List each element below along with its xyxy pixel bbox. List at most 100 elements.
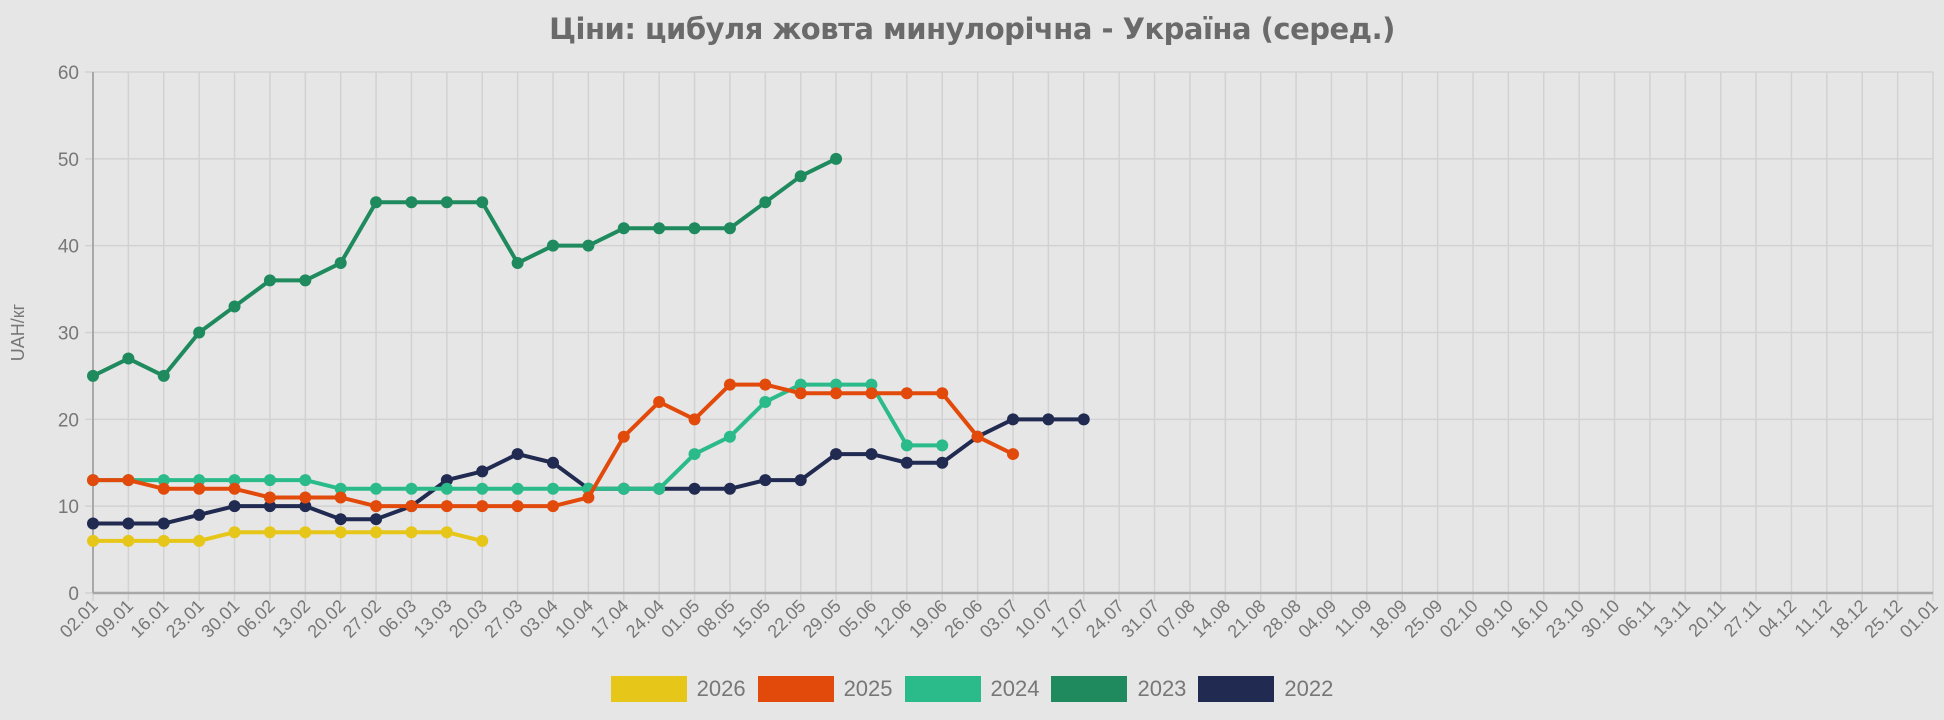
data-point[interactable] [370,500,383,513]
data-point[interactable] [688,222,701,235]
data-point[interactable] [193,534,206,547]
data-point[interactable] [370,513,383,526]
data-point[interactable] [87,517,99,530]
data-point[interactable] [511,448,524,461]
data-point[interactable] [122,517,135,530]
data-point[interactable] [617,430,630,443]
data-point[interactable] [794,170,807,183]
data-point[interactable] [228,482,241,495]
data-point[interactable] [1077,413,1090,426]
data-point[interactable] [759,378,772,391]
data-point[interactable] [547,239,559,252]
data-point[interactable] [688,413,701,426]
data-point[interactable] [193,474,206,487]
data-point[interactable] [723,482,736,495]
data-point[interactable] [263,526,276,539]
data-point[interactable] [405,482,418,495]
data-point[interactable] [582,491,595,504]
data-point[interactable] [476,196,489,209]
data-point[interactable] [653,395,666,408]
data-point[interactable] [794,378,807,391]
data-point[interactable] [865,378,878,391]
data-point[interactable] [759,395,772,408]
data-point[interactable] [334,513,347,526]
data-point[interactable] [547,456,559,469]
data-point[interactable] [263,274,276,287]
data-point[interactable] [830,378,843,391]
data-point[interactable] [723,430,736,443]
data-point[interactable] [476,500,489,513]
data-point[interactable] [299,526,312,539]
data-point[interactable] [830,387,843,400]
data-point[interactable] [900,456,913,469]
data-point[interactable] [440,196,453,209]
data-point[interactable] [405,196,418,209]
data-point[interactable] [688,482,701,495]
data-point[interactable] [87,534,99,547]
legend-item-2022[interactable]: 2022 [1198,676,1333,702]
legend-item-2023[interactable]: 2023 [1051,676,1186,702]
data-point[interactable] [228,474,241,487]
data-point[interactable] [865,448,878,461]
legend-item-2024[interactable]: 2024 [904,676,1039,702]
data-point[interactable] [157,482,170,495]
data-point[interactable] [299,500,312,513]
data-point[interactable] [936,387,949,400]
data-point[interactable] [476,465,489,478]
data-point[interactable] [830,152,843,165]
data-point[interactable] [617,482,630,495]
data-point[interactable] [547,482,559,495]
data-point[interactable] [405,500,418,513]
data-point[interactable] [228,526,241,539]
data-point[interactable] [723,378,736,391]
data-point[interactable] [582,239,595,252]
data-point[interactable] [157,534,170,547]
data-point[interactable] [971,430,984,443]
data-point[interactable] [723,222,736,235]
data-point[interactable] [440,474,453,487]
data-point[interactable] [193,326,206,339]
data-point[interactable] [794,387,807,400]
data-point[interactable] [299,474,312,487]
data-point[interactable] [370,526,383,539]
data-point[interactable] [617,222,630,235]
data-point[interactable] [653,222,666,235]
data-point[interactable] [405,526,418,539]
data-point[interactable] [122,534,135,547]
legend-item-2026[interactable]: 2026 [610,676,746,702]
data-point[interactable] [440,526,453,539]
data-point[interactable] [900,387,913,400]
data-point[interactable] [193,482,206,495]
data-point[interactable] [511,482,524,495]
data-point[interactable] [263,474,276,487]
data-point[interactable] [157,517,170,530]
data-point[interactable] [511,257,524,270]
data-point[interactable] [87,369,99,382]
data-point[interactable] [263,491,276,504]
data-point[interactable] [157,369,170,382]
data-point[interactable] [334,257,347,270]
data-point[interactable] [476,482,489,495]
data-point[interactable] [299,274,312,287]
data-point[interactable] [865,387,878,400]
data-point[interactable] [1007,413,1019,426]
data-point[interactable] [547,500,559,513]
data-point[interactable] [228,500,241,513]
data-point[interactable] [370,196,383,209]
data-point[interactable] [936,456,949,469]
data-point[interactable] [299,491,312,504]
data-point[interactable] [794,474,807,487]
data-point[interactable] [900,439,913,452]
data-point[interactable] [440,482,453,495]
data-point[interactable] [1007,448,1019,461]
data-point[interactable] [440,500,453,513]
data-point[interactable] [122,352,135,365]
data-point[interactable] [157,474,170,487]
data-point[interactable] [228,300,241,313]
data-point[interactable] [759,196,772,209]
data-point[interactable] [263,500,276,513]
data-point[interactable] [936,439,949,452]
data-point[interactable] [370,482,383,495]
data-point[interactable] [87,474,99,487]
data-point[interactable] [334,526,347,539]
